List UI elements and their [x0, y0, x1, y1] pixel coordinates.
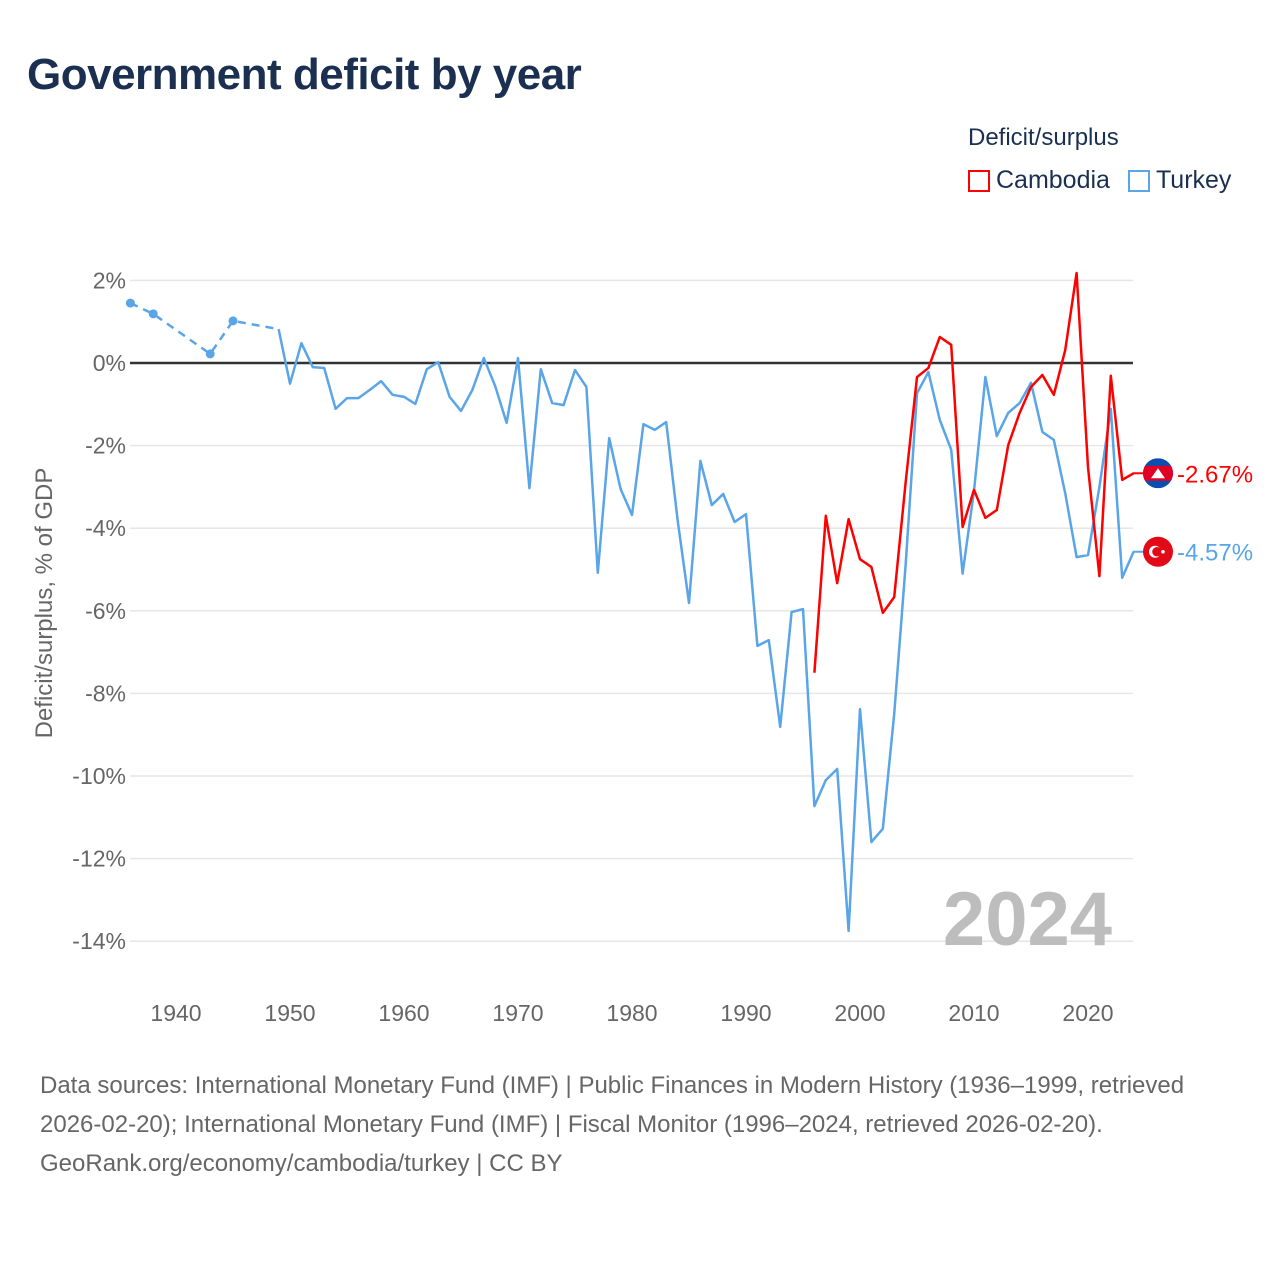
- credit-link[interactable]: GeoRank.org/economy/cambodia/turkey | CC…: [40, 1150, 563, 1177]
- turkey-end-label: -4.57%: [1177, 540, 1253, 567]
- legend-title: Deficit/surplus: [968, 124, 1119, 151]
- cambodia-flag-icon: [1143, 458, 1173, 489]
- turkey-point: [148, 309, 158, 319]
- y-tick-label: -2%: [85, 433, 126, 459]
- legend-swatch-cambodia: [968, 169, 990, 192]
- y-tick-label: 2%: [93, 267, 126, 293]
- x-tick-label: 2000: [834, 1000, 885, 1026]
- chart-title: Government deficit by year: [27, 50, 582, 99]
- flag-star: [1161, 549, 1165, 554]
- legend-swatch-turkey: [1127, 169, 1150, 192]
- cambodia-end-label: -2.67%: [1177, 461, 1253, 488]
- flag-crescent-cut: [1152, 546, 1162, 557]
- turkey-sparse-line: [129, 301, 279, 356]
- year-watermark: 2024: [943, 877, 1112, 962]
- turkey-flag-icon: [1143, 536, 1173, 567]
- legend-label-cambodia: Cambodia: [996, 166, 1110, 194]
- legend-label-turkey: Turkey: [1155, 166, 1232, 194]
- turkey-point: [228, 316, 238, 326]
- cambodia-line: [813, 271, 1135, 673]
- x-tick-label: 1940: [150, 1000, 201, 1026]
- flag-temple: [1151, 468, 1165, 479]
- legend-item-turkey[interactable]: Turkey: [1127, 166, 1232, 195]
- x-tick-label: 2010: [948, 1000, 999, 1026]
- turkey-point: [125, 298, 135, 308]
- x-tick-label: 1960: [378, 1000, 429, 1026]
- legend: Cambodia Turkey: [968, 166, 1231, 195]
- x-tick-label: 2020: [1062, 1000, 1113, 1026]
- x-tick-label: 1950: [264, 1000, 315, 1026]
- y-tick-label: -10%: [72, 763, 126, 789]
- y-tick-label: -14%: [72, 928, 126, 954]
- y-axis-label: Deficit/surplus, % of GDP: [31, 468, 58, 739]
- y-tick-label: -4%: [85, 515, 126, 541]
- y-tick-label: -6%: [85, 598, 126, 624]
- y-tick-label: -8%: [85, 680, 126, 706]
- footer: Data sources: International Monetary Fun…: [40, 1066, 1240, 1183]
- turkey-line: [277, 328, 1135, 933]
- x-tick-label: 1970: [492, 1000, 543, 1026]
- y-tick-label: 0%: [93, 350, 126, 376]
- x-tick-label: 1990: [720, 1000, 771, 1026]
- data-sources: Data sources: International Monetary Fun…: [40, 1072, 1185, 1138]
- turkey-point: [205, 349, 215, 359]
- x-tick-label: 1980: [606, 1000, 657, 1026]
- y-tick-label: -12%: [72, 846, 126, 872]
- legend-item-cambodia[interactable]: Cambodia: [968, 166, 1110, 195]
